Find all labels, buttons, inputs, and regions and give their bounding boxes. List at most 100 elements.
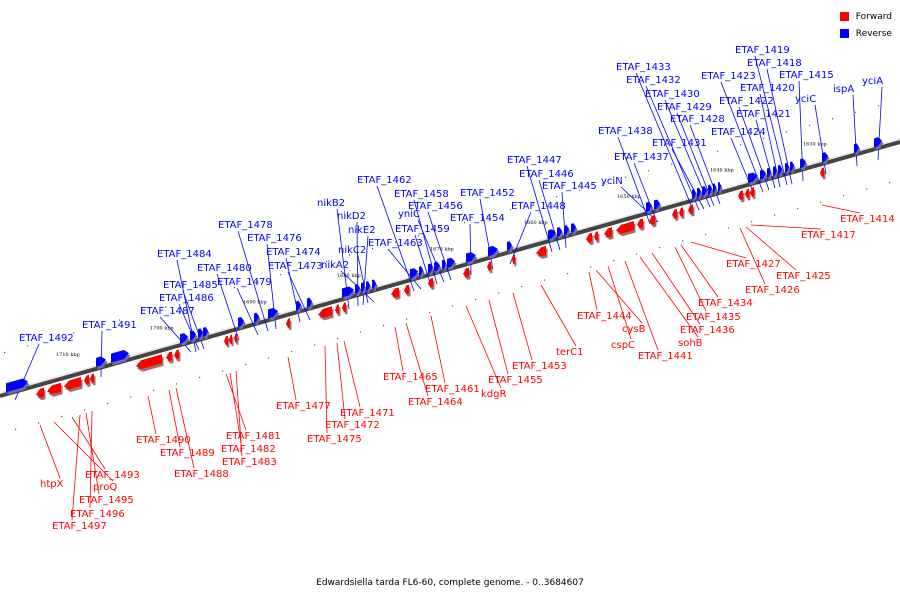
gene-ETAF_1448[interactable]: [507, 241, 512, 251]
gene-ETAF_1429[interactable]: [713, 183, 716, 193]
gene-ETAF_1492[interactable]: [6, 378, 28, 393]
gene-label-ETAF_1417[interactable]: ETAF_1417: [801, 230, 856, 241]
gene-label-sohB[interactable]: sohB: [678, 338, 703, 349]
gene-yciA[interactable]: [874, 137, 882, 148]
gene-label-kdgR[interactable]: kdgR: [481, 389, 506, 400]
gene-label-ETAF_1495[interactable]: ETAF_1495: [79, 495, 134, 506]
gene-label-ETAF_1429[interactable]: ETAF_1429: [657, 102, 712, 113]
gene-ETAF_1482[interactable]: [229, 334, 232, 344]
gene-label-ETAF_1485[interactable]: ETAF_1485: [163, 280, 218, 291]
gene-label-ETAF_1486[interactable]: ETAF_1486: [159, 293, 214, 304]
gene-ETAF_1425[interactable]: [745, 188, 749, 199]
gene-label-ETAF_1458[interactable]: ETAF_1458: [394, 189, 449, 200]
gene-cspC[interactable]: [604, 227, 612, 238]
gene-nikD2[interactable]: [355, 284, 360, 294]
gene-ETAF_1490[interactable]: [136, 354, 162, 370]
gene-label-ETAF_1434[interactable]: ETAF_1434: [698, 298, 753, 309]
gene-ETAF_1472[interactable]: [335, 304, 339, 314]
gene-label-yciA[interactable]: yciA: [862, 76, 883, 87]
gene-proQ[interactable]: [47, 382, 61, 395]
gene-label-proQ[interactable]: proQ: [93, 482, 117, 493]
gene-label-nikC2[interactable]: nikC2: [338, 245, 366, 256]
gene-htpX[interactable]: [36, 387, 44, 398]
gene-ETAF_1414[interactable]: [820, 167, 824, 178]
gene-label-terC1[interactable]: terC1: [556, 347, 584, 358]
gene-ETAF_1432[interactable]: [697, 187, 701, 198]
gene-ETAF_1438[interactable]: [646, 201, 652, 212]
gene-ETAF_1423[interactable]: [760, 169, 766, 180]
gene-ETAF_1476[interactable]: [268, 307, 278, 319]
gene-label-cspC[interactable]: cspC: [611, 340, 635, 351]
gene-ETAF_1441[interactable]: [616, 221, 634, 234]
gene-label-ETAF_1496[interactable]: ETAF_1496: [70, 509, 125, 520]
gene-label-ETAF_1472[interactable]: ETAF_1472: [325, 420, 380, 431]
gene-label-ETAF_1454[interactable]: ETAF_1454: [450, 213, 505, 224]
gene-label-ETAF_1476[interactable]: ETAF_1476: [247, 233, 302, 244]
gene-label-ETAF_1473[interactable]: ETAF_1473: [268, 261, 323, 272]
gene-cysB[interactable]: [594, 231, 598, 241]
gene-nikE2[interactable]: [361, 282, 365, 293]
gene-ETAF_1454[interactable]: [466, 252, 476, 263]
gene-label-ETAF_1464[interactable]: ETAF_1464: [408, 397, 463, 408]
gene-ETAF_1478[interactable]: [254, 312, 259, 323]
gene-yciC[interactable]: [822, 152, 828, 163]
gene-label-ETAF_1426[interactable]: ETAF_1426: [745, 285, 800, 296]
gene-ETAF_1458[interactable]: [434, 261, 440, 272]
gene-ETAF_1424[interactable]: [748, 172, 758, 183]
gene-label-ETAF_1471[interactable]: ETAF_1471: [340, 408, 395, 419]
gene-label-ETAF_1446[interactable]: ETAF_1446: [519, 169, 574, 180]
gene-ETAF_1475[interactable]: [318, 306, 332, 318]
gene-label-ETAF_1433[interactable]: ETAF_1433: [616, 62, 671, 73]
gene-label-cysB[interactable]: cysB: [622, 324, 646, 335]
gene-ETAF_1487[interactable]: [111, 350, 129, 363]
gene-label-ETAF_1487[interactable]: ETAF_1487: [140, 306, 195, 317]
gene-label-ETAF_1438[interactable]: ETAF_1438: [598, 126, 653, 137]
gene-ETAF_1464[interactable]: [404, 284, 409, 295]
gene-ETAF_1430[interactable]: [708, 184, 712, 195]
gene-ETAF_1417[interactable]: [750, 187, 754, 197]
gene-ETAF_1480[interactable]: [203, 327, 208, 337]
gene-label-ETAF_1490[interactable]: ETAF_1490: [136, 435, 191, 446]
gene-ETAF_1481[interactable]: [224, 335, 228, 346]
gene-label-ETAF_1481[interactable]: ETAF_1481: [226, 431, 281, 442]
gene-label-htpX[interactable]: htpX: [40, 479, 64, 490]
gene-label-ETAF_1452[interactable]: ETAF_1452: [460, 188, 515, 199]
gene-yciN[interactable]: [571, 223, 576, 233]
gene-ETAF_1453[interactable]: [512, 254, 515, 265]
gene-ETAF_1446[interactable]: [557, 227, 562, 237]
gene-label-ETAF_1424[interactable]: ETAF_1424: [711, 127, 766, 138]
gene-ETAF_1463[interactable]: [419, 266, 423, 276]
gene-label-ETAF_1491[interactable]: ETAF_1491: [82, 320, 137, 331]
gene-label-ETAF_1456[interactable]: ETAF_1456: [408, 201, 463, 212]
gene-label-ETAF_1488[interactable]: ETAF_1488: [174, 469, 229, 480]
gene-label-ETAF_1463[interactable]: ETAF_1463: [368, 238, 423, 249]
gene-sohB[interactable]: [637, 218, 643, 229]
gene-yniC[interactable]: [442, 259, 446, 270]
gene-label-ETAF_1421[interactable]: ETAF_1421: [736, 109, 791, 120]
gene-ETAF_1421[interactable]: [773, 166, 777, 176]
gene-ETAF_1444[interactable]: [586, 232, 592, 243]
gene-label-ETAF_1489[interactable]: ETAF_1489: [160, 448, 215, 459]
gene-ETAF_1433[interactable]: [692, 189, 696, 199]
gene-label-ETAF_1430[interactable]: ETAF_1430: [645, 89, 700, 100]
gene-label-ETAF_1447[interactable]: ETAF_1447: [507, 155, 562, 166]
gene-label-ETAF_1482[interactable]: ETAF_1482: [221, 444, 276, 455]
gene-label-ETAF_1479[interactable]: ETAF_1479: [217, 277, 272, 288]
gene-label-yciN[interactable]: yciN: [601, 176, 623, 187]
gene-label-ETAF_1432[interactable]: ETAF_1432: [626, 75, 681, 86]
gene-label-nikE2[interactable]: nikE2: [348, 225, 376, 236]
gene-ETAF_1418[interactable]: [790, 161, 794, 172]
gene-label-ETAF_1445[interactable]: ETAF_1445: [542, 181, 597, 192]
gene-ETAF_1437[interactable]: [654, 199, 660, 210]
gene-ETAF_1434[interactable]: [679, 207, 683, 217]
gene-ETAF_1426[interactable]: [738, 190, 743, 201]
gene-nikA2[interactable]: [372, 279, 376, 290]
gene-label-ETAF_1484[interactable]: ETAF_1484: [157, 249, 212, 260]
gene-label-ETAF_1415[interactable]: ETAF_1415: [779, 70, 834, 81]
gene-label-ETAF_1455[interactable]: ETAF_1455: [488, 375, 543, 386]
gene-label-ETAF_1436[interactable]: ETAF_1436: [680, 325, 735, 336]
gene-kdgR[interactable]: [463, 267, 469, 278]
gene-ETAF_1447[interactable]: [548, 229, 556, 240]
gene-ETAF_1436[interactable]: [649, 215, 655, 225]
gene-label-ETAF_1462[interactable]: ETAF_1462: [357, 175, 412, 186]
